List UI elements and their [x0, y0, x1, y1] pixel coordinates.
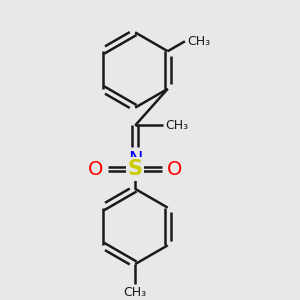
Text: O: O [88, 160, 103, 178]
Text: CH₃: CH₃ [124, 286, 147, 299]
Text: N: N [128, 150, 142, 169]
Text: CH₃: CH₃ [187, 35, 210, 48]
Text: CH₃: CH₃ [165, 119, 188, 132]
Text: S: S [128, 159, 142, 179]
Text: O: O [167, 160, 182, 178]
